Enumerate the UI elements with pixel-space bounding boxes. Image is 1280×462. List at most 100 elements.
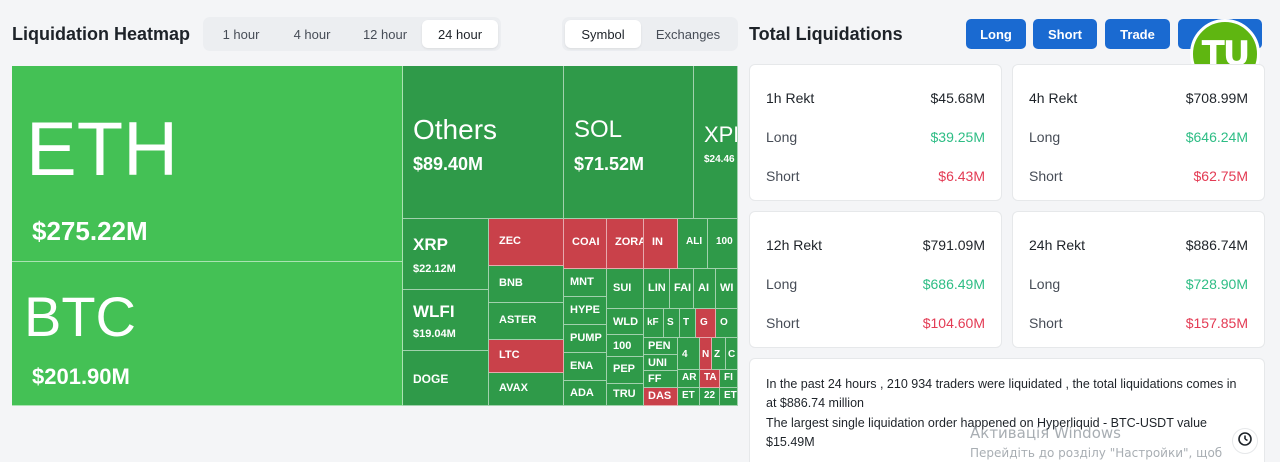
heatmap-cell-wld[interactable]: WLD xyxy=(607,309,644,335)
heatmap-cell-ada[interactable]: ADA xyxy=(564,381,607,406)
heatmap-cell-mnt[interactable]: MNT xyxy=(564,269,607,297)
heatmap-cell-ar[interactable]: AR xyxy=(678,370,700,388)
heatmap-symbol: AR xyxy=(682,372,697,383)
heatmap-cell-fi[interactable]: FI xyxy=(720,370,738,388)
heatmap-cell-pump[interactable]: PUMP xyxy=(564,325,607,353)
heatmap-cell-ena[interactable]: ENA xyxy=(564,353,607,381)
heatmap-symbol: ET xyxy=(682,390,695,401)
heatmap-symbol: O xyxy=(720,317,728,328)
heatmap-cell-22[interactable]: 22 xyxy=(700,388,720,406)
long-value: $39.25M xyxy=(930,129,985,145)
heatmap-symbol: TA xyxy=(704,372,717,383)
heatmap-symbol: 4 xyxy=(682,349,688,360)
heatmap-cell-hype[interactable]: HYPE xyxy=(564,297,607,325)
card-total: $886.74M xyxy=(1185,237,1248,253)
heatmap-cell-pep[interactable]: PEP xyxy=(607,357,644,384)
heatmap-cell-z[interactable]: Z xyxy=(712,338,726,370)
heatmap-value: $275.22M xyxy=(32,216,148,246)
heatmap-symbol: ET xyxy=(724,390,737,401)
heatmap-symbol: 100 xyxy=(716,236,733,247)
heatmap-cell-ff[interactable]: FF xyxy=(644,371,678,388)
heatmap-value: $24.46 xyxy=(704,154,735,165)
tab-symbol[interactable]: Symbol xyxy=(565,20,641,48)
heatmap-cell-ali[interactable]: ALI xyxy=(678,219,708,269)
heatmap-cell-uni[interactable]: UNI xyxy=(644,355,678,371)
heatmap-cell-ltc[interactable]: LTC xyxy=(489,340,564,373)
view-tabs: Symbol Exchanges xyxy=(562,17,738,51)
heatmap-cell-doge[interactable]: DOGE xyxy=(403,351,489,406)
card-total: $45.68M xyxy=(930,90,985,106)
heatmap-symbol: BTC xyxy=(24,285,136,348)
heatmap-cell-zec[interactable]: ZEC xyxy=(489,219,564,266)
heatmap-symbol: PUMP xyxy=(570,332,602,344)
heatmap-cell-eth[interactable]: ETH $275.22M xyxy=(12,66,403,262)
heatmap-cell-100[interactable]: 100 xyxy=(708,219,738,269)
short-label: Short xyxy=(1029,315,1063,331)
heatmap-cell-aster[interactable]: ASTER xyxy=(489,303,564,340)
long-value: $728.90M xyxy=(1185,276,1248,292)
heatmap-symbol: LTC xyxy=(499,349,520,361)
heatmap-cell-et[interactable]: ET xyxy=(720,388,738,406)
heatmap-cell-wi[interactable]: WI xyxy=(716,269,738,309)
heatmap-cell-sui[interactable]: SUI xyxy=(607,269,644,309)
heatmap-cell-avax[interactable]: AVAX xyxy=(489,373,564,406)
heatmap-cell-fai[interactable]: FAI xyxy=(670,269,694,309)
clock-icon xyxy=(1237,431,1253,452)
heatmap-cell-pen[interactable]: PEN xyxy=(644,338,678,355)
tab-24-hour[interactable]: 24 hour xyxy=(422,20,498,48)
heatmap-cell-xrp[interactable]: XRP $22.12M xyxy=(403,219,489,290)
card-label: 4h Rekt xyxy=(1029,90,1078,106)
heatmap-symbol: WI xyxy=(720,282,734,294)
windows-activation-title: Активація Windows xyxy=(970,424,1121,442)
heatmap-cell-others[interactable]: Others $89.40M xyxy=(403,66,564,219)
card-total: $791.09M xyxy=(922,237,985,253)
heatmap-cell-ai[interactable]: AI xyxy=(694,269,716,309)
tab-4-hour[interactable]: 4 hour xyxy=(293,26,331,42)
heatmap-symbol: T xyxy=(683,317,690,328)
heatmap-cell-btc[interactable]: BTC $201.90M xyxy=(12,262,403,406)
tab-exchanges[interactable]: Exchanges xyxy=(655,26,721,42)
trade-button[interactable]: Trade xyxy=(1105,19,1170,49)
short-button[interactable]: Short xyxy=(1033,19,1097,49)
heatmap-cell-et[interactable]: ET xyxy=(678,388,700,406)
card-label: 24h Rekt xyxy=(1029,237,1086,253)
heatmap-cell-das[interactable]: DAS xyxy=(644,388,678,406)
summary-traders-text: In the past 24 hours , 210 934 traders w… xyxy=(766,377,1237,410)
heatmap-symbol: DOGE xyxy=(413,372,449,386)
heatmap-cell-s[interactable]: S xyxy=(664,309,680,338)
heatmap-cell-o[interactable]: O xyxy=(716,309,738,338)
long-label: Long xyxy=(1029,276,1061,292)
heatmap-cell-tru[interactable]: TRU xyxy=(607,384,644,406)
heatmap-cell-in[interactable]: IN xyxy=(644,219,678,269)
heatmap-symbol: ASTER xyxy=(499,314,537,326)
liquidation-heatmap: ETH $275.22M BTC $201.90M Others $89.40M SOL $7… xyxy=(12,66,738,406)
heatmap-cell-xpl[interactable]: XPL $24.46 xyxy=(694,66,738,219)
long-button[interactable]: Long xyxy=(966,19,1026,49)
heatmap-symbol: S xyxy=(667,317,674,328)
heatmap-cell-kf[interactable]: kF xyxy=(644,309,664,338)
heatmap-cell-bnb[interactable]: BNB xyxy=(489,266,564,303)
heatmap-cell-wlfi[interactable]: WLFI $19.04M xyxy=(403,290,489,351)
heatmap-cell-n[interactable]: N xyxy=(700,338,712,370)
short-label: Short xyxy=(766,315,800,331)
tab-12-hour[interactable]: 12 hour xyxy=(362,26,408,42)
heatmap-value: $89.40M xyxy=(413,154,484,174)
heatmap-cell-c[interactable]: C xyxy=(726,338,738,370)
heatmap-cell-4[interactable]: 4 xyxy=(678,338,700,370)
heatmap-symbol: DAS xyxy=(648,390,672,402)
heatmap-cell-zora[interactable]: ZORA xyxy=(607,219,644,269)
card-label: 12h Rekt xyxy=(766,237,823,253)
heatmap-symbol: ENA xyxy=(570,360,594,372)
tab-1-hour[interactable]: 1 hour xyxy=(222,26,260,42)
heatmap-cell-ta[interactable]: TA xyxy=(700,370,720,388)
settings-fab[interactable] xyxy=(1232,428,1258,454)
heatmap-cell-t[interactable]: T xyxy=(680,309,696,338)
heatmap-cell-g[interactable]: G xyxy=(696,309,716,338)
heatmap-cell-sol[interactable]: SOL $71.52M xyxy=(564,66,694,219)
heatmap-symbol: TRU xyxy=(613,388,636,400)
heatmap-cell-100[interactable]: 100 xyxy=(607,335,644,357)
heatmap-cell-lin[interactable]: LIN xyxy=(644,269,670,309)
heatmap-symbol: UNI xyxy=(648,357,667,369)
heatmap-cell-coai[interactable]: COAI xyxy=(564,219,607,269)
short-label: Short xyxy=(1029,168,1063,184)
